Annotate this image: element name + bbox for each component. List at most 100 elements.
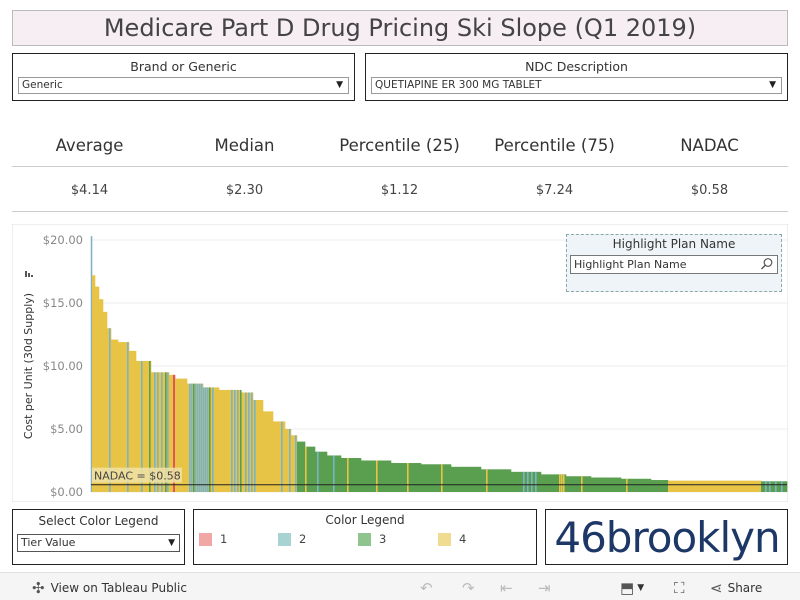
price-bar[interactable] bbox=[175, 378, 188, 492]
price-bar-stripe[interactable] bbox=[212, 387, 214, 492]
price-bar-stripe[interactable] bbox=[127, 342, 129, 492]
price-bar-stripe[interactable] bbox=[240, 389, 242, 492]
price-bar[interactable] bbox=[305, 446, 316, 492]
price-bar[interactable] bbox=[253, 400, 264, 492]
redo-button[interactable]: ↷ bbox=[462, 579, 475, 597]
price-bar-stripe[interactable] bbox=[141, 360, 143, 492]
price-bar[interactable] bbox=[173, 374, 176, 492]
view-on-tableau-link[interactable]: ✣ View on Tableau Public bbox=[32, 579, 187, 597]
price-bar-stripe[interactable] bbox=[781, 481, 783, 492]
price-bar-stripe[interactable] bbox=[563, 474, 565, 492]
select-color-legend-select[interactable]: Tier Value ▼ bbox=[17, 534, 180, 552]
brand-logo[interactable]: 46brooklyn bbox=[554, 512, 780, 562]
price-bar-stripe[interactable] bbox=[775, 481, 777, 492]
price-bar-stripe[interactable] bbox=[149, 360, 151, 492]
price-bar-stripe[interactable] bbox=[561, 474, 563, 492]
price-bar-stripe[interactable] bbox=[154, 372, 156, 492]
price-bar-stripe[interactable] bbox=[201, 383, 203, 492]
price-bar-stripe[interactable] bbox=[289, 429, 291, 492]
undo-button[interactable]: ↶ bbox=[420, 579, 433, 597]
price-bar-stripe[interactable] bbox=[251, 392, 253, 492]
highlight-plan-input[interactable]: Highlight Plan Name bbox=[570, 255, 778, 274]
price-bar-stripe[interactable] bbox=[765, 481, 767, 492]
revert-button[interactable]: ⇤ bbox=[500, 579, 513, 597]
price-bar[interactable] bbox=[315, 451, 328, 492]
price-bar[interactable] bbox=[621, 478, 652, 492]
price-bar-stripe[interactable] bbox=[691, 480, 693, 492]
price-bar[interactable] bbox=[118, 342, 130, 492]
legend-item-4[interactable]: 4 bbox=[438, 532, 466, 546]
price-bar[interactable] bbox=[241, 392, 254, 492]
axis-toggle-icon[interactable] bbox=[25, 271, 33, 277]
price-bar[interactable] bbox=[136, 360, 152, 492]
price-bar-stripe[interactable] bbox=[376, 460, 378, 493]
price-bar-stripe[interactable] bbox=[527, 471, 529, 492]
price-bar[interactable] bbox=[99, 299, 104, 492]
price-bar[interactable] bbox=[263, 411, 274, 492]
price-bar[interactable] bbox=[285, 429, 292, 492]
price-bar-stripe[interactable] bbox=[197, 383, 199, 492]
price-bar[interactable] bbox=[169, 374, 174, 492]
share-button[interactable]: ⋖ Share bbox=[710, 579, 762, 597]
price-bar[interactable] bbox=[566, 476, 592, 492]
price-bar-stripe[interactable] bbox=[281, 421, 283, 492]
price-bar-stripe[interactable] bbox=[305, 446, 307, 492]
price-bar[interactable] bbox=[219, 389, 242, 492]
price-bar-stripe[interactable] bbox=[207, 387, 209, 492]
price-bar[interactable] bbox=[91, 236, 93, 492]
fullscreen-button[interactable]: ⛶ bbox=[674, 579, 685, 597]
price-bar-stripe[interactable] bbox=[333, 455, 335, 492]
price-bar[interactable] bbox=[273, 421, 286, 492]
price-bar[interactable] bbox=[103, 311, 108, 492]
price-bar-stripe[interactable] bbox=[248, 392, 250, 492]
ndc-description-select[interactable]: QUETIAPINE ER 300 MG TABLET ▼ bbox=[371, 77, 782, 94]
price-bar[interactable] bbox=[111, 339, 119, 492]
price-bar-stripe[interactable] bbox=[531, 471, 533, 492]
download-button[interactable]: ⬒ ▼ bbox=[620, 579, 644, 597]
price-bar-stripe[interactable] bbox=[191, 383, 193, 492]
price-bar[interactable] bbox=[481, 469, 512, 492]
price-bar-stripe[interactable] bbox=[559, 474, 561, 492]
price-bar-stripe[interactable] bbox=[535, 471, 537, 492]
price-bar[interactable] bbox=[341, 457, 362, 492]
price-bar-stripe[interactable] bbox=[167, 372, 169, 492]
price-bar-stripe[interactable] bbox=[199, 383, 201, 492]
price-bar-stripe[interactable] bbox=[769, 481, 771, 492]
price-bar-stripe[interactable] bbox=[407, 463, 409, 492]
price-bar-stripe[interactable] bbox=[161, 372, 163, 492]
price-bar-stripe[interactable] bbox=[626, 478, 628, 492]
legend-item-2[interactable]: 2 bbox=[278, 532, 306, 546]
price-bar-stripe[interactable] bbox=[295, 435, 297, 492]
price-bar-stripe[interactable] bbox=[234, 389, 236, 492]
price-bar[interactable] bbox=[651, 480, 669, 492]
search-icon[interactable] bbox=[760, 257, 774, 271]
price-bar-stripe[interactable] bbox=[245, 392, 247, 492]
price-bar[interactable] bbox=[129, 350, 137, 492]
price-bar-stripe[interactable] bbox=[157, 372, 159, 492]
price-bar-stripe[interactable] bbox=[165, 372, 167, 492]
price-bar-stripe[interactable] bbox=[486, 469, 488, 492]
price-bar-stripe[interactable] bbox=[581, 476, 583, 492]
price-bar-stripe[interactable] bbox=[203, 387, 205, 492]
price-bar-stripe[interactable] bbox=[109, 328, 111, 492]
price-bar[interactable] bbox=[668, 480, 762, 492]
price-bar[interactable] bbox=[92, 275, 96, 492]
price-bar-stripe[interactable] bbox=[193, 383, 195, 492]
price-bar[interactable] bbox=[511, 471, 542, 492]
price-bar-stripe[interactable] bbox=[237, 389, 239, 492]
price-bar-stripe[interactable] bbox=[205, 387, 207, 492]
price-bar[interactable] bbox=[95, 286, 100, 492]
legend-item-3[interactable]: 3 bbox=[358, 532, 386, 546]
price-bar-stripe[interactable] bbox=[441, 464, 443, 492]
price-bar-stripe[interactable] bbox=[254, 400, 256, 492]
price-bar[interactable] bbox=[391, 463, 422, 492]
legend-item-1[interactable]: 1 bbox=[199, 532, 227, 546]
price-bar[interactable] bbox=[297, 441, 306, 492]
price-bar-stripe[interactable] bbox=[189, 383, 191, 492]
price-bar[interactable] bbox=[421, 464, 452, 492]
refresh-button[interactable]: ⇥ bbox=[538, 579, 551, 597]
price-bar-stripe[interactable] bbox=[347, 457, 349, 492]
price-bar[interactable] bbox=[451, 466, 482, 492]
price-bar-stripe[interactable] bbox=[209, 387, 211, 492]
price-bar[interactable] bbox=[761, 481, 788, 492]
